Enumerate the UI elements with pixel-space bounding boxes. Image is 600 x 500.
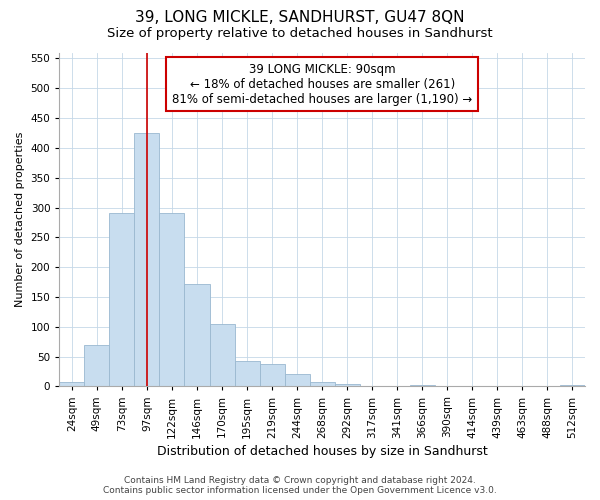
Text: 39, LONG MICKLE, SANDHURST, GU47 8QN: 39, LONG MICKLE, SANDHURST, GU47 8QN [135,10,465,25]
Bar [184,284,209,386]
Bar [85,344,109,387]
Bar [235,361,260,386]
Bar [260,364,284,386]
Bar [335,384,360,386]
Bar [410,384,435,386]
X-axis label: Distribution of detached houses by size in Sandhurst: Distribution of detached houses by size … [157,444,488,458]
Bar [310,382,335,386]
Text: 39 LONG MICKLE: 90sqm
← 18% of detached houses are smaller (261)
81% of semi-det: 39 LONG MICKLE: 90sqm ← 18% of detached … [172,62,472,106]
Bar [134,133,160,386]
Bar [284,374,310,386]
Text: Contains HM Land Registry data © Crown copyright and database right 2024.
Contai: Contains HM Land Registry data © Crown c… [103,476,497,495]
Bar [59,382,85,386]
Bar [560,384,585,386]
Y-axis label: Number of detached properties: Number of detached properties [15,132,25,307]
Bar [160,214,184,386]
Text: Size of property relative to detached houses in Sandhurst: Size of property relative to detached ho… [107,28,493,40]
Bar [109,214,134,386]
Bar [209,324,235,386]
